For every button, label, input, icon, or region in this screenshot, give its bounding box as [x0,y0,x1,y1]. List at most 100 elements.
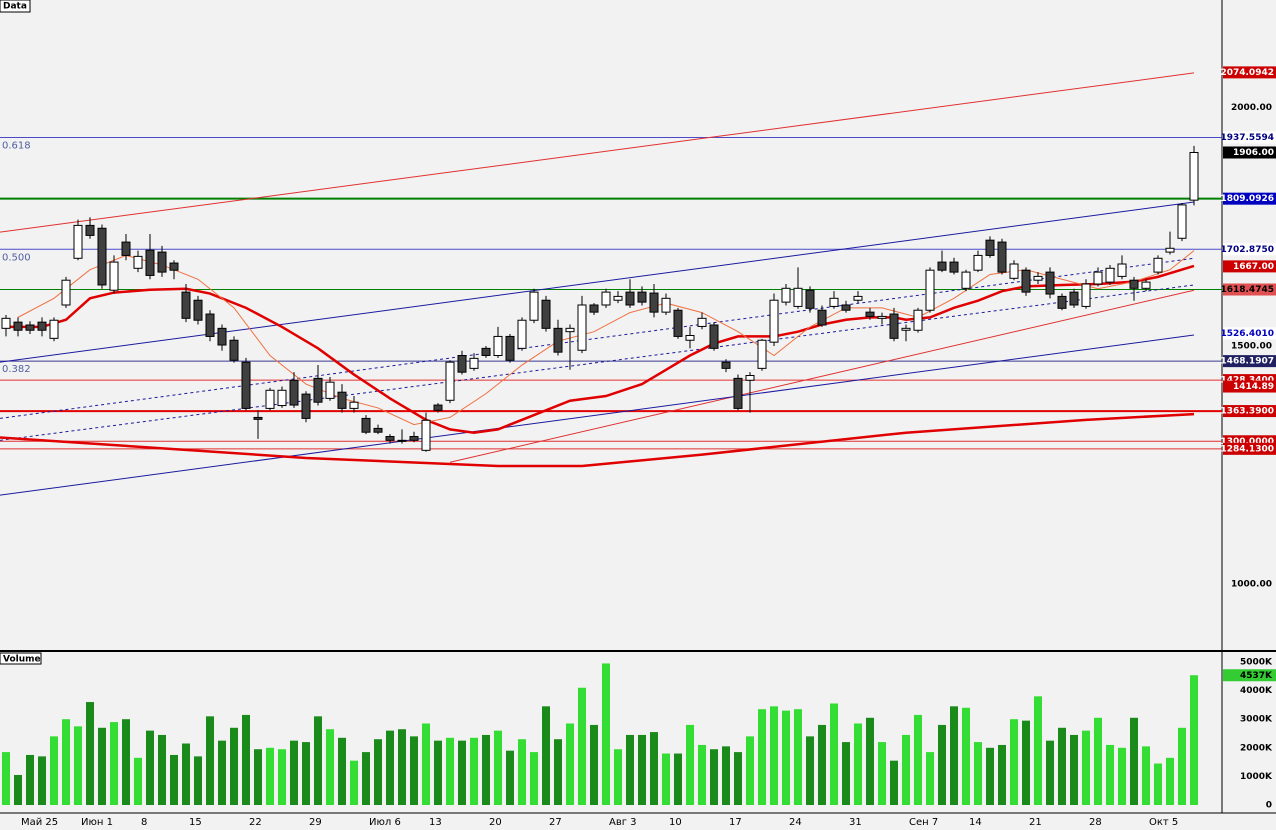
x-tick-label: 28 [1089,817,1102,828]
level-label-box [1223,327,1276,340]
candle-body [937,261,947,271]
candle-body [997,241,1007,273]
volume-bar [86,702,94,805]
candle-body [649,292,659,313]
candle-body [229,339,239,361]
candle-body [313,377,323,403]
volume-tick-label: 3000K [1240,715,1273,725]
level-label: 1468.1907 [1220,357,1274,367]
volume-bar [542,706,550,805]
candle-body [193,299,203,321]
volume-bar [782,710,790,805]
level-label: 1284.1300 [1220,444,1274,454]
volume-bar [1010,719,1018,805]
volume-last-label: 4537K [1240,671,1273,681]
trend-line [449,289,1195,463]
volume-bar [158,734,166,805]
candle-body [841,304,851,311]
volume-bar [362,752,370,805]
volume-bar [890,760,898,805]
x-tick-label: 31 [849,817,862,828]
candle-body [541,299,551,329]
candle-body [109,261,119,291]
volume-bar [374,739,382,805]
marks [1,145,1199,805]
volume-bar [350,760,358,805]
level-label-box [1223,131,1276,144]
y-tick-label: 1000.00 [1231,580,1272,590]
candle-body [361,417,371,433]
candle-body [181,291,191,319]
volume-bar [902,734,910,805]
candle-body [961,271,971,289]
volume-title-box [0,652,42,665]
candle-body [49,319,59,339]
x-tick-label: 8 [141,817,147,828]
candle-body [1153,257,1163,273]
volume-bar [1034,696,1042,805]
volume-bar [1094,717,1102,805]
candle-body [241,361,251,409]
level-label-box [1223,283,1276,296]
volume-bar [590,724,598,805]
candle-body [253,416,263,420]
trend-line [0,201,1195,363]
candle-body [625,291,635,306]
volume-bar [1118,747,1126,805]
volume-bar [170,754,178,805]
volume-bar [578,687,586,805]
x-tick-label: 20 [489,817,502,828]
x-tick-label: Авг 3 [609,817,637,828]
candle-body [889,313,899,339]
candle-body [697,317,707,327]
volume-bar [1022,720,1030,805]
x-tick-label: Сен 7 [909,817,938,828]
volume-bar [986,747,994,805]
labels: 2000.00 1500.00 1000.00 0 1000K 2000K 3000K 400… [2,66,1276,828]
x-tick-label: Июн 1 [81,817,113,828]
volume-bar [482,734,490,805]
volume-bar [674,753,682,805]
candle-body [853,295,863,301]
candle-body [925,269,935,311]
volume-bar [14,774,22,805]
volume-bar [38,756,46,805]
volume-bar [842,742,850,805]
volume-bar [290,740,298,805]
candle-body [1021,269,1031,293]
candle-body [337,391,347,409]
volume-bar [602,663,610,805]
fib-label: 0.618 [2,140,31,151]
volume-bar [206,716,214,805]
volume-bar [182,743,190,805]
candle-body [493,335,503,356]
x-tick-label: 29 [309,817,322,828]
volume-tick-label: 4000K [1240,686,1273,696]
candle-body [457,354,467,373]
volume-bar [1154,763,1162,805]
volume-bar [710,749,718,805]
volume-bar [74,726,82,805]
moving-average [6,264,1195,434]
volume-bar [1142,746,1150,805]
volume-bar [866,717,874,805]
x-tick-label: 13 [429,817,442,828]
volume-bar [278,749,286,805]
volume-bar [254,749,262,805]
level-label: 1414.89 [1233,382,1274,392]
volume-bar [662,753,670,805]
candle-body [553,327,563,353]
level-label: 1300.0000 [1220,437,1274,447]
volume-tick-label: 0 [1266,801,1272,811]
level-label: 1702.8750 [1220,245,1274,255]
x-tick-label: Июл 6 [369,817,401,828]
volume-bar [554,739,562,805]
candle-body [481,347,491,356]
volume-bar [1106,744,1114,805]
candle-body [589,304,599,313]
level-label-box [1223,355,1276,368]
volume-bar [398,729,406,805]
candle-body [757,339,767,369]
volume-bar [722,746,730,805]
